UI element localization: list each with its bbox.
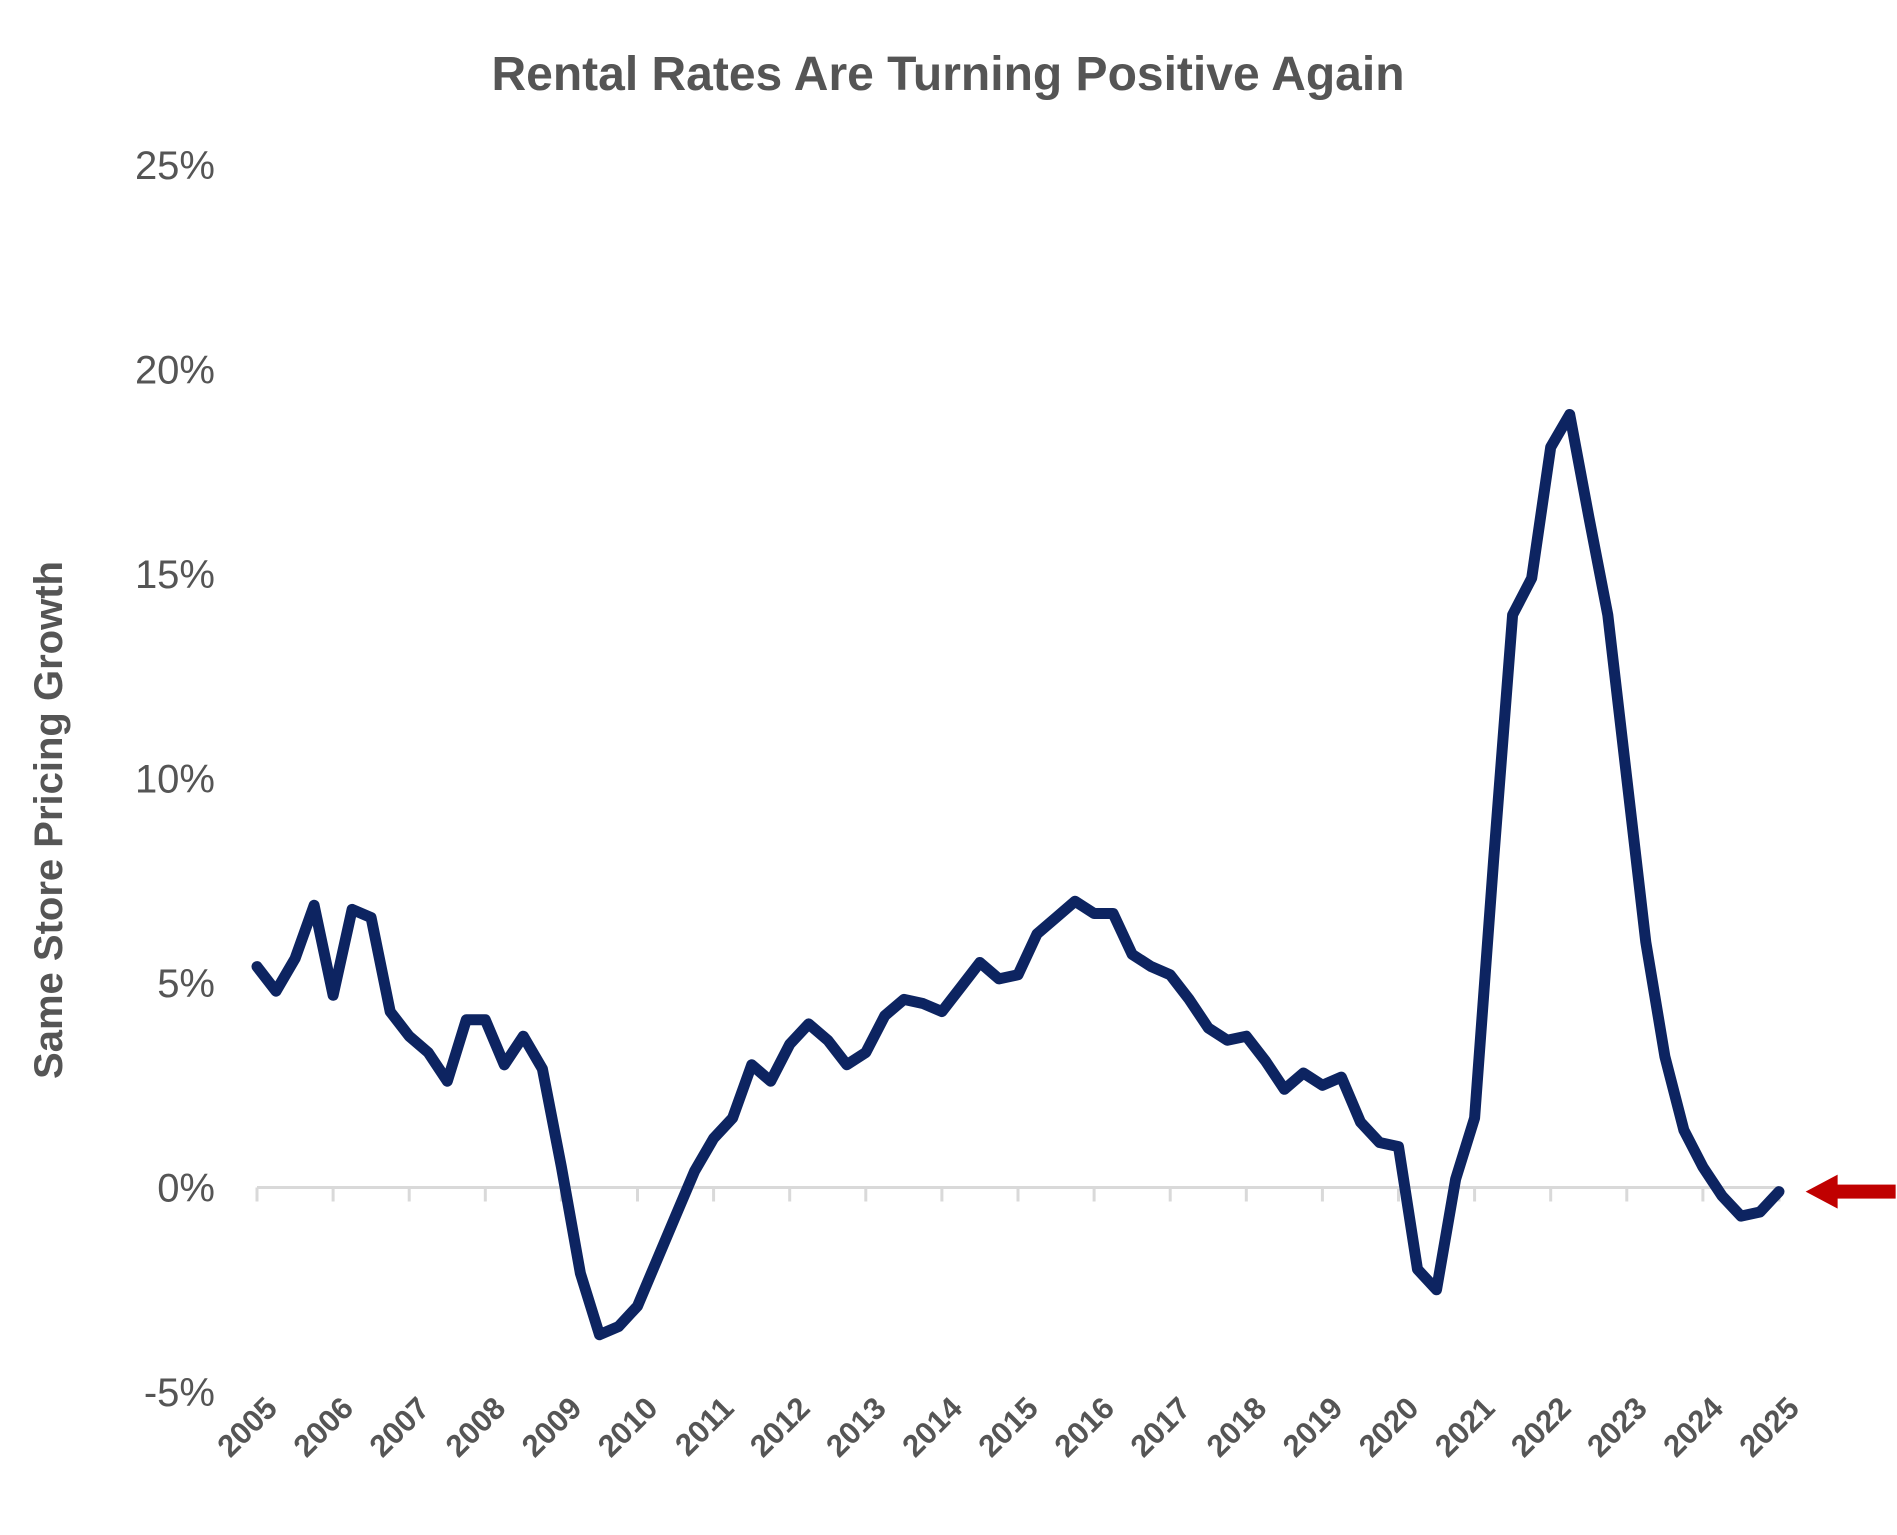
x-tick-label: 2025 — [1732, 1390, 1806, 1464]
x-tick-label: 2015 — [971, 1390, 1045, 1464]
y-tick-label: 20% — [135, 349, 215, 393]
x-tick-label: 2005 — [210, 1390, 284, 1464]
x-tick-label: 2013 — [819, 1390, 893, 1464]
series-line — [251, 409, 1785, 1341]
x-tick-label: 2019 — [1276, 1390, 1350, 1464]
y-tick-label: -5% — [144, 1371, 215, 1415]
y-tick-label: 25% — [135, 144, 215, 188]
x-tick-label: 2006 — [287, 1390, 361, 1464]
annotation-group — [1805, 1174, 1896, 1209]
x-tick-label: 2010 — [591, 1390, 665, 1464]
x-tick-label: 2014 — [895, 1390, 969, 1464]
arrow-shaft — [1833, 1184, 1896, 1199]
x-tick-label: 2009 — [515, 1390, 589, 1464]
x-tick-label: 2022 — [1504, 1390, 1578, 1464]
x-tick-label: 2024 — [1656, 1390, 1730, 1464]
y-tick-label: 0% — [157, 1167, 215, 1211]
x-tick-label: 2016 — [1048, 1390, 1122, 1464]
x-tick-label: 2020 — [1352, 1390, 1426, 1464]
x-tick-label: 2007 — [363, 1390, 437, 1464]
x-tick-label: 2012 — [743, 1390, 817, 1464]
chart-title: Rental Rates Are Turning Positive Again — [491, 48, 1404, 101]
y-tick-label: 10% — [135, 758, 215, 802]
series-group — [251, 409, 1785, 1341]
x-tick-label: 2021 — [1428, 1390, 1502, 1464]
x-axis-ticks: 2005 2006 2007 2008 2009 2010 2011 2012 2013 2014… — [210, 1187, 1806, 1464]
y-tick-label: 5% — [157, 962, 215, 1006]
x-tick-label: 2011 — [668, 1390, 740, 1462]
arrow-annotation-icon — [1805, 1174, 1896, 1209]
arrow-head — [1805, 1174, 1838, 1209]
x-tick-label: 2008 — [439, 1390, 513, 1464]
y-tick-label: 15% — [135, 553, 215, 597]
y-axis-label: Same Store Pricing Growth — [27, 561, 71, 1079]
y-axis-ticks: 25% 20% 15% 10% 5% 0% -5% — [135, 144, 215, 1415]
x-tick-label: 2023 — [1580, 1390, 1654, 1464]
x-tick-label: 2018 — [1200, 1390, 1274, 1464]
x-tick-label: 2017 — [1124, 1390, 1198, 1464]
